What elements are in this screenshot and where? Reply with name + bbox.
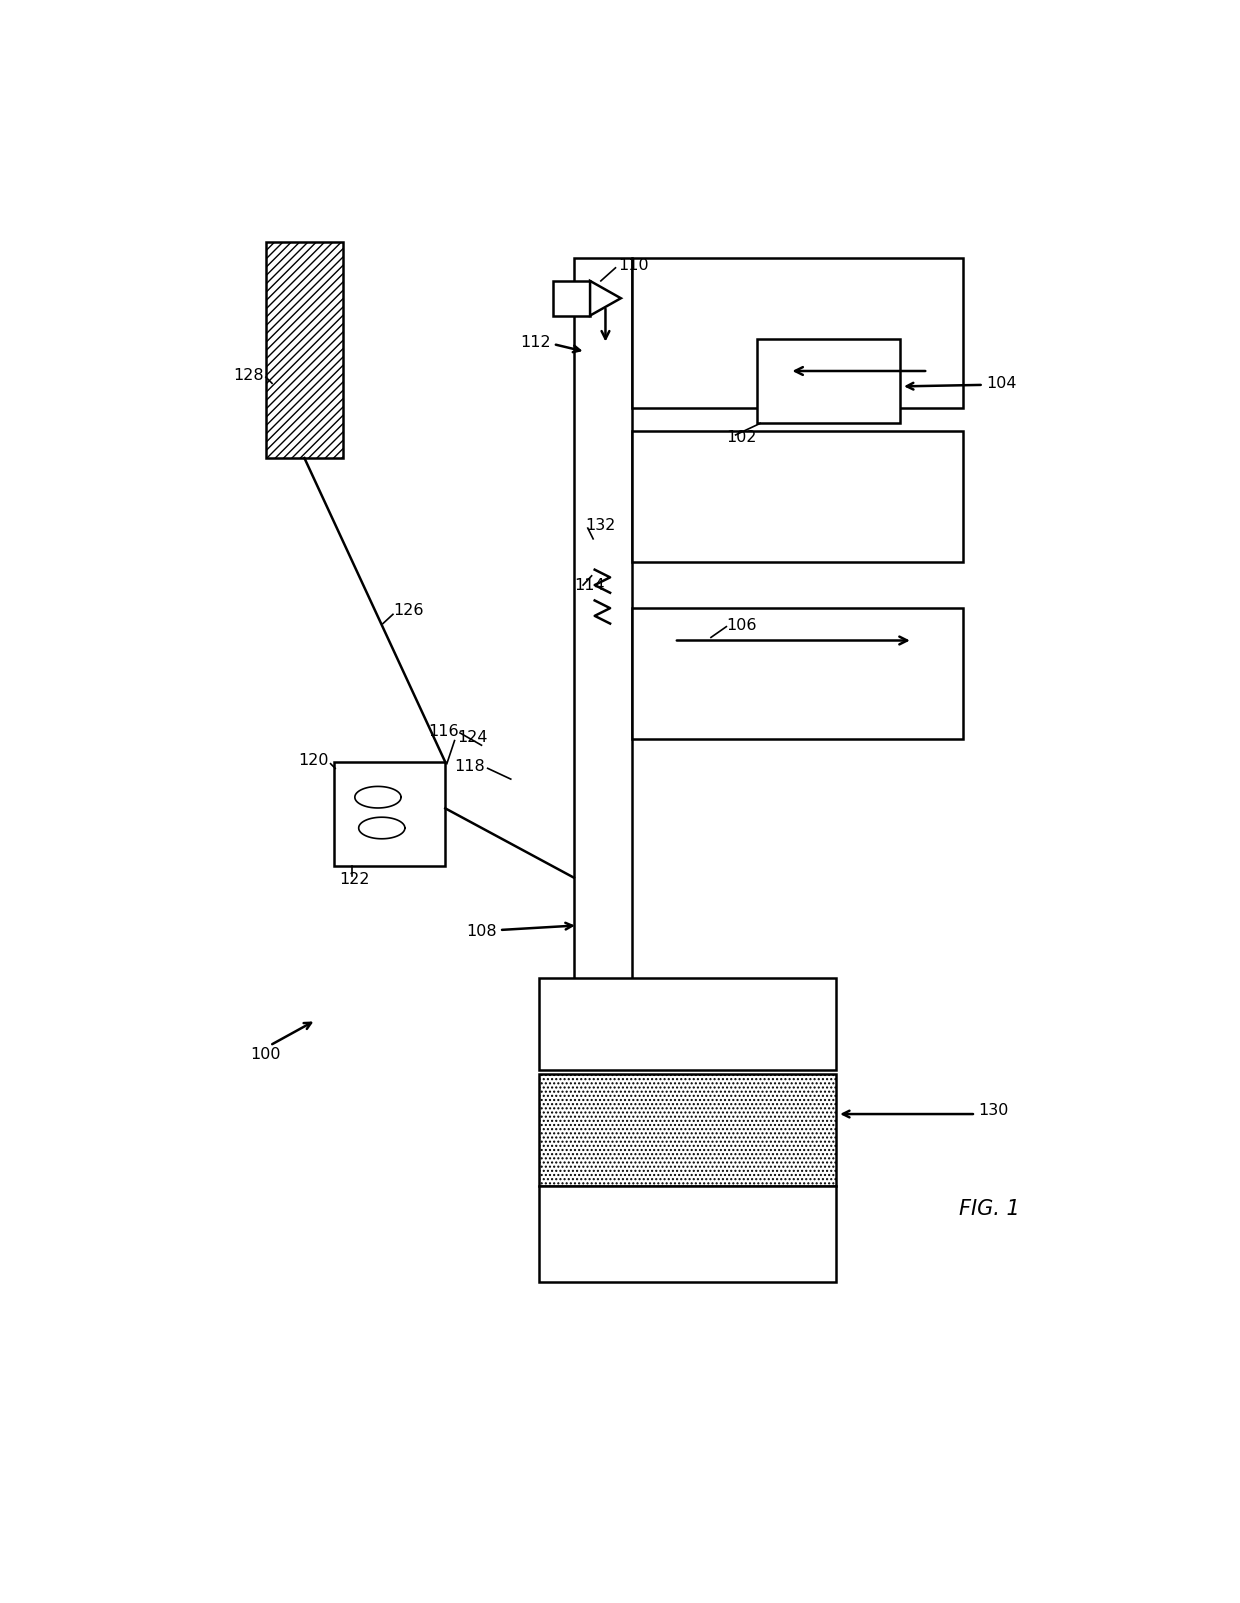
Bar xyxy=(265,242,343,458)
Text: 120: 120 xyxy=(299,753,329,768)
Text: 128: 128 xyxy=(233,369,264,383)
Text: 104: 104 xyxy=(986,375,1017,391)
Text: 112: 112 xyxy=(520,335,551,349)
Bar xyxy=(631,258,962,407)
Text: 110: 110 xyxy=(618,258,649,273)
Bar xyxy=(758,338,899,423)
Text: 114: 114 xyxy=(574,577,605,593)
Text: 132: 132 xyxy=(585,518,616,532)
Bar xyxy=(539,1074,836,1186)
Bar xyxy=(539,978,836,1071)
Bar xyxy=(574,258,631,989)
Text: 124: 124 xyxy=(456,729,487,745)
Bar xyxy=(334,761,445,866)
Text: 126: 126 xyxy=(393,603,423,619)
Text: 118: 118 xyxy=(455,758,485,774)
Text: 116: 116 xyxy=(428,725,459,739)
Bar xyxy=(631,608,962,739)
Bar xyxy=(539,1186,836,1282)
Text: 102: 102 xyxy=(727,430,756,444)
Text: 130: 130 xyxy=(978,1103,1008,1119)
Bar xyxy=(631,431,962,563)
Polygon shape xyxy=(590,281,621,316)
Text: 122: 122 xyxy=(339,872,370,886)
Text: FIG. 1: FIG. 1 xyxy=(960,1199,1021,1218)
Text: 108: 108 xyxy=(466,923,497,939)
Text: 106: 106 xyxy=(727,617,756,633)
Text: 100: 100 xyxy=(250,1047,281,1063)
Bar xyxy=(553,281,590,316)
